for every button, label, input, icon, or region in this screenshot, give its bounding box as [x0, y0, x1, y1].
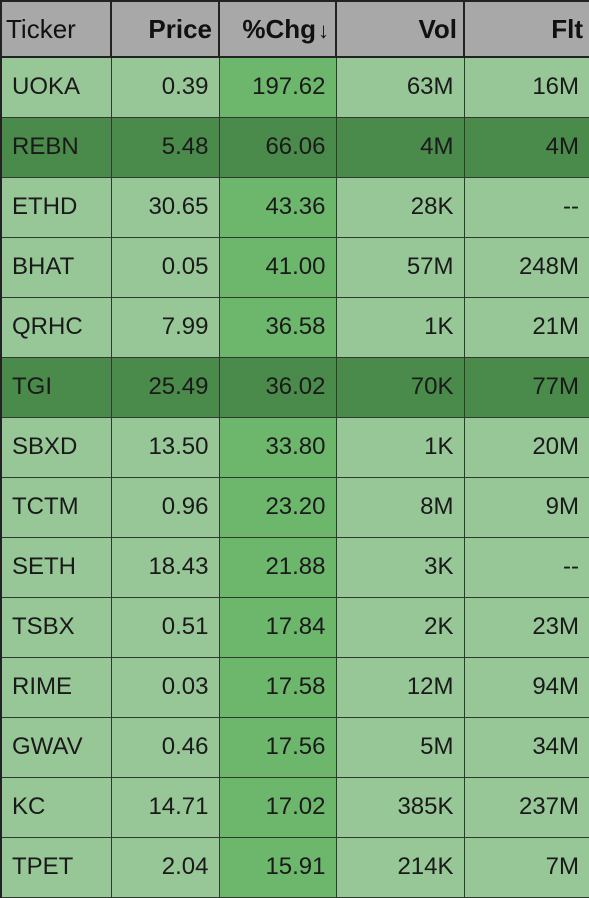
cell-vol: 1K	[336, 417, 464, 477]
cell-flt: 237M	[464, 777, 589, 837]
cell-chg: 17.02	[219, 777, 336, 837]
cell-vol: 214K	[336, 837, 464, 897]
cell-flt: 20M	[464, 417, 589, 477]
cell-chg: 36.58	[219, 297, 336, 357]
table-row[interactable]: TPET2.0415.91214K7M	[1, 837, 589, 897]
table-row[interactable]: ETHD30.6543.3628K--	[1, 177, 589, 237]
cell-price: 13.50	[111, 417, 219, 477]
header-row: TickerPrice%Chg↓VolFlt	[1, 1, 589, 57]
cell-ticker: UOKA	[1, 57, 111, 117]
column-header-vol[interactable]: Vol	[336, 1, 464, 57]
cell-price: 5.48	[111, 117, 219, 177]
cell-chg: 17.84	[219, 597, 336, 657]
table-row[interactable]: TSBX0.5117.842K23M	[1, 597, 589, 657]
cell-flt: --	[464, 537, 589, 597]
column-header-label: Flt	[551, 14, 583, 44]
column-header-flt[interactable]: Flt	[464, 1, 589, 57]
cell-ticker: KC	[1, 777, 111, 837]
cell-vol: 3K	[336, 537, 464, 597]
table-row[interactable]: GWAV0.4617.565M34M	[1, 717, 589, 777]
cell-vol: 5M	[336, 717, 464, 777]
cell-vol: 12M	[336, 657, 464, 717]
cell-price: 0.96	[111, 477, 219, 537]
table-row[interactable]: QRHC7.9936.581K21M	[1, 297, 589, 357]
table-row[interactable]: RIME0.0317.5812M94M	[1, 657, 589, 717]
cell-ticker: BHAT	[1, 237, 111, 297]
cell-chg: 197.62	[219, 57, 336, 117]
cell-chg: 66.06	[219, 117, 336, 177]
cell-flt: 7M	[464, 837, 589, 897]
cell-vol: 57M	[336, 237, 464, 297]
column-header-price[interactable]: Price	[111, 1, 219, 57]
cell-ticker: REBN	[1, 117, 111, 177]
cell-chg: 23.20	[219, 477, 336, 537]
cell-price: 0.05	[111, 237, 219, 297]
cell-ticker: SETH	[1, 537, 111, 597]
cell-flt: 9M	[464, 477, 589, 537]
cell-price: 0.46	[111, 717, 219, 777]
cell-price: 0.39	[111, 57, 219, 117]
cell-vol: 1K	[336, 297, 464, 357]
cell-flt: 21M	[464, 297, 589, 357]
table-row[interactable]: KC14.7117.02385K237M	[1, 777, 589, 837]
cell-flt: 94M	[464, 657, 589, 717]
cell-ticker: TCTM	[1, 477, 111, 537]
cell-chg: 17.56	[219, 717, 336, 777]
table-row[interactable]: SBXD13.5033.801K20M	[1, 417, 589, 477]
cell-vol: 28K	[336, 177, 464, 237]
cell-ticker: TSBX	[1, 597, 111, 657]
cell-vol: 2K	[336, 597, 464, 657]
column-header-ticker[interactable]: Ticker	[1, 1, 111, 57]
column-header-label: Vol	[418, 14, 457, 44]
cell-flt: 4M	[464, 117, 589, 177]
cell-flt: 77M	[464, 357, 589, 417]
cell-chg: 43.36	[219, 177, 336, 237]
cell-ticker: GWAV	[1, 717, 111, 777]
cell-flt: --	[464, 177, 589, 237]
table-row[interactable]: BHAT0.0541.0057M248M	[1, 237, 589, 297]
cell-vol: 4M	[336, 117, 464, 177]
sort-arrow-icon: ↓	[318, 18, 329, 43]
cell-vol: 63M	[336, 57, 464, 117]
column-header-label: Ticker	[6, 14, 76, 44]
cell-flt: 34M	[464, 717, 589, 777]
cell-vol: 385K	[336, 777, 464, 837]
cell-chg: 36.02	[219, 357, 336, 417]
cell-chg: 21.88	[219, 537, 336, 597]
table-row[interactable]: TGI25.4936.0270K77M	[1, 357, 589, 417]
cell-price: 2.04	[111, 837, 219, 897]
cell-ticker: TPET	[1, 837, 111, 897]
cell-ticker: QRHC	[1, 297, 111, 357]
cell-chg: 41.00	[219, 237, 336, 297]
cell-ticker: RIME	[1, 657, 111, 717]
cell-flt: 16M	[464, 57, 589, 117]
cell-flt: 248M	[464, 237, 589, 297]
cell-vol: 70K	[336, 357, 464, 417]
cell-price: 0.51	[111, 597, 219, 657]
cell-price: 7.99	[111, 297, 219, 357]
cell-ticker: SBXD	[1, 417, 111, 477]
table-row[interactable]: UOKA0.39197.6263M16M	[1, 57, 589, 117]
table-header: TickerPrice%Chg↓VolFlt	[1, 1, 589, 57]
cell-chg: 15.91	[219, 837, 336, 897]
table-row[interactable]: SETH18.4321.883K--	[1, 537, 589, 597]
cell-vol: 8M	[336, 477, 464, 537]
table-row[interactable]: REBN5.4866.064M4M	[1, 117, 589, 177]
table-row[interactable]: TCTM0.9623.208M9M	[1, 477, 589, 537]
cell-flt: 23M	[464, 597, 589, 657]
column-header-label: %Chg	[242, 14, 316, 44]
cell-price: 18.43	[111, 537, 219, 597]
cell-ticker: ETHD	[1, 177, 111, 237]
cell-price: 25.49	[111, 357, 219, 417]
column-header-label: Price	[148, 14, 212, 44]
column-header-chg[interactable]: %Chg↓	[219, 1, 336, 57]
cell-chg: 17.58	[219, 657, 336, 717]
cell-price: 14.71	[111, 777, 219, 837]
table-body: UOKA0.39197.6263M16MREBN5.4866.064M4METH…	[1, 57, 589, 897]
cell-price: 30.65	[111, 177, 219, 237]
cell-chg: 33.80	[219, 417, 336, 477]
cell-ticker: TGI	[1, 357, 111, 417]
cell-price: 0.03	[111, 657, 219, 717]
stock-screener-table: TickerPrice%Chg↓VolFlt UOKA0.39197.6263M…	[0, 0, 589, 898]
